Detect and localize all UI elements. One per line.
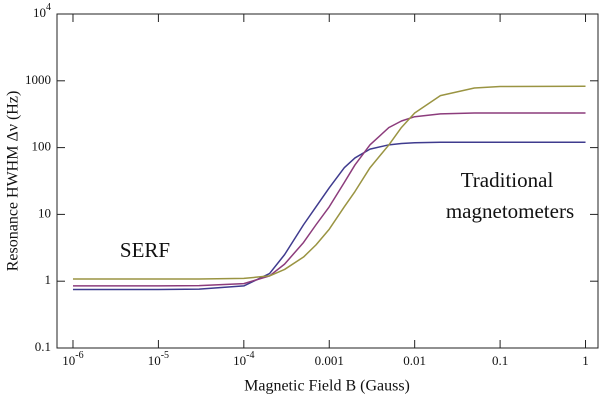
annotation: SERF <box>120 238 170 262</box>
y-tick-label: 104 <box>33 2 51 20</box>
y-tick-label: 0.1 <box>35 339 51 354</box>
plot-frame <box>56 13 599 349</box>
x-tick-label: 10-6 <box>62 350 83 368</box>
x-tick-label: 0.01 <box>403 353 426 368</box>
x-tick-label: 0.001 <box>315 353 344 368</box>
x-axis-label: Magnetic Field B (Gauss) <box>244 378 410 395</box>
line <box>72 141 586 291</box>
x-tick-label: 1 <box>582 353 589 368</box>
y-tick-label: 100 <box>32 139 52 154</box>
y-tick-label: 10 <box>38 205 51 220</box>
x-tick-label: 10-4 <box>233 350 254 368</box>
y-tick-label: 1000 <box>25 72 51 87</box>
line <box>72 85 586 280</box>
annotation: magnetometers <box>446 199 574 223</box>
annotation: Traditional <box>461 168 554 192</box>
line <box>72 112 586 287</box>
x-tick-label: 0.1 <box>492 353 508 368</box>
y-axis-label: Resonance HWHM Δν (Hz) <box>5 91 22 272</box>
y-tick-label: 1 <box>45 272 52 287</box>
x-tick-label: 10-5 <box>148 350 169 368</box>
